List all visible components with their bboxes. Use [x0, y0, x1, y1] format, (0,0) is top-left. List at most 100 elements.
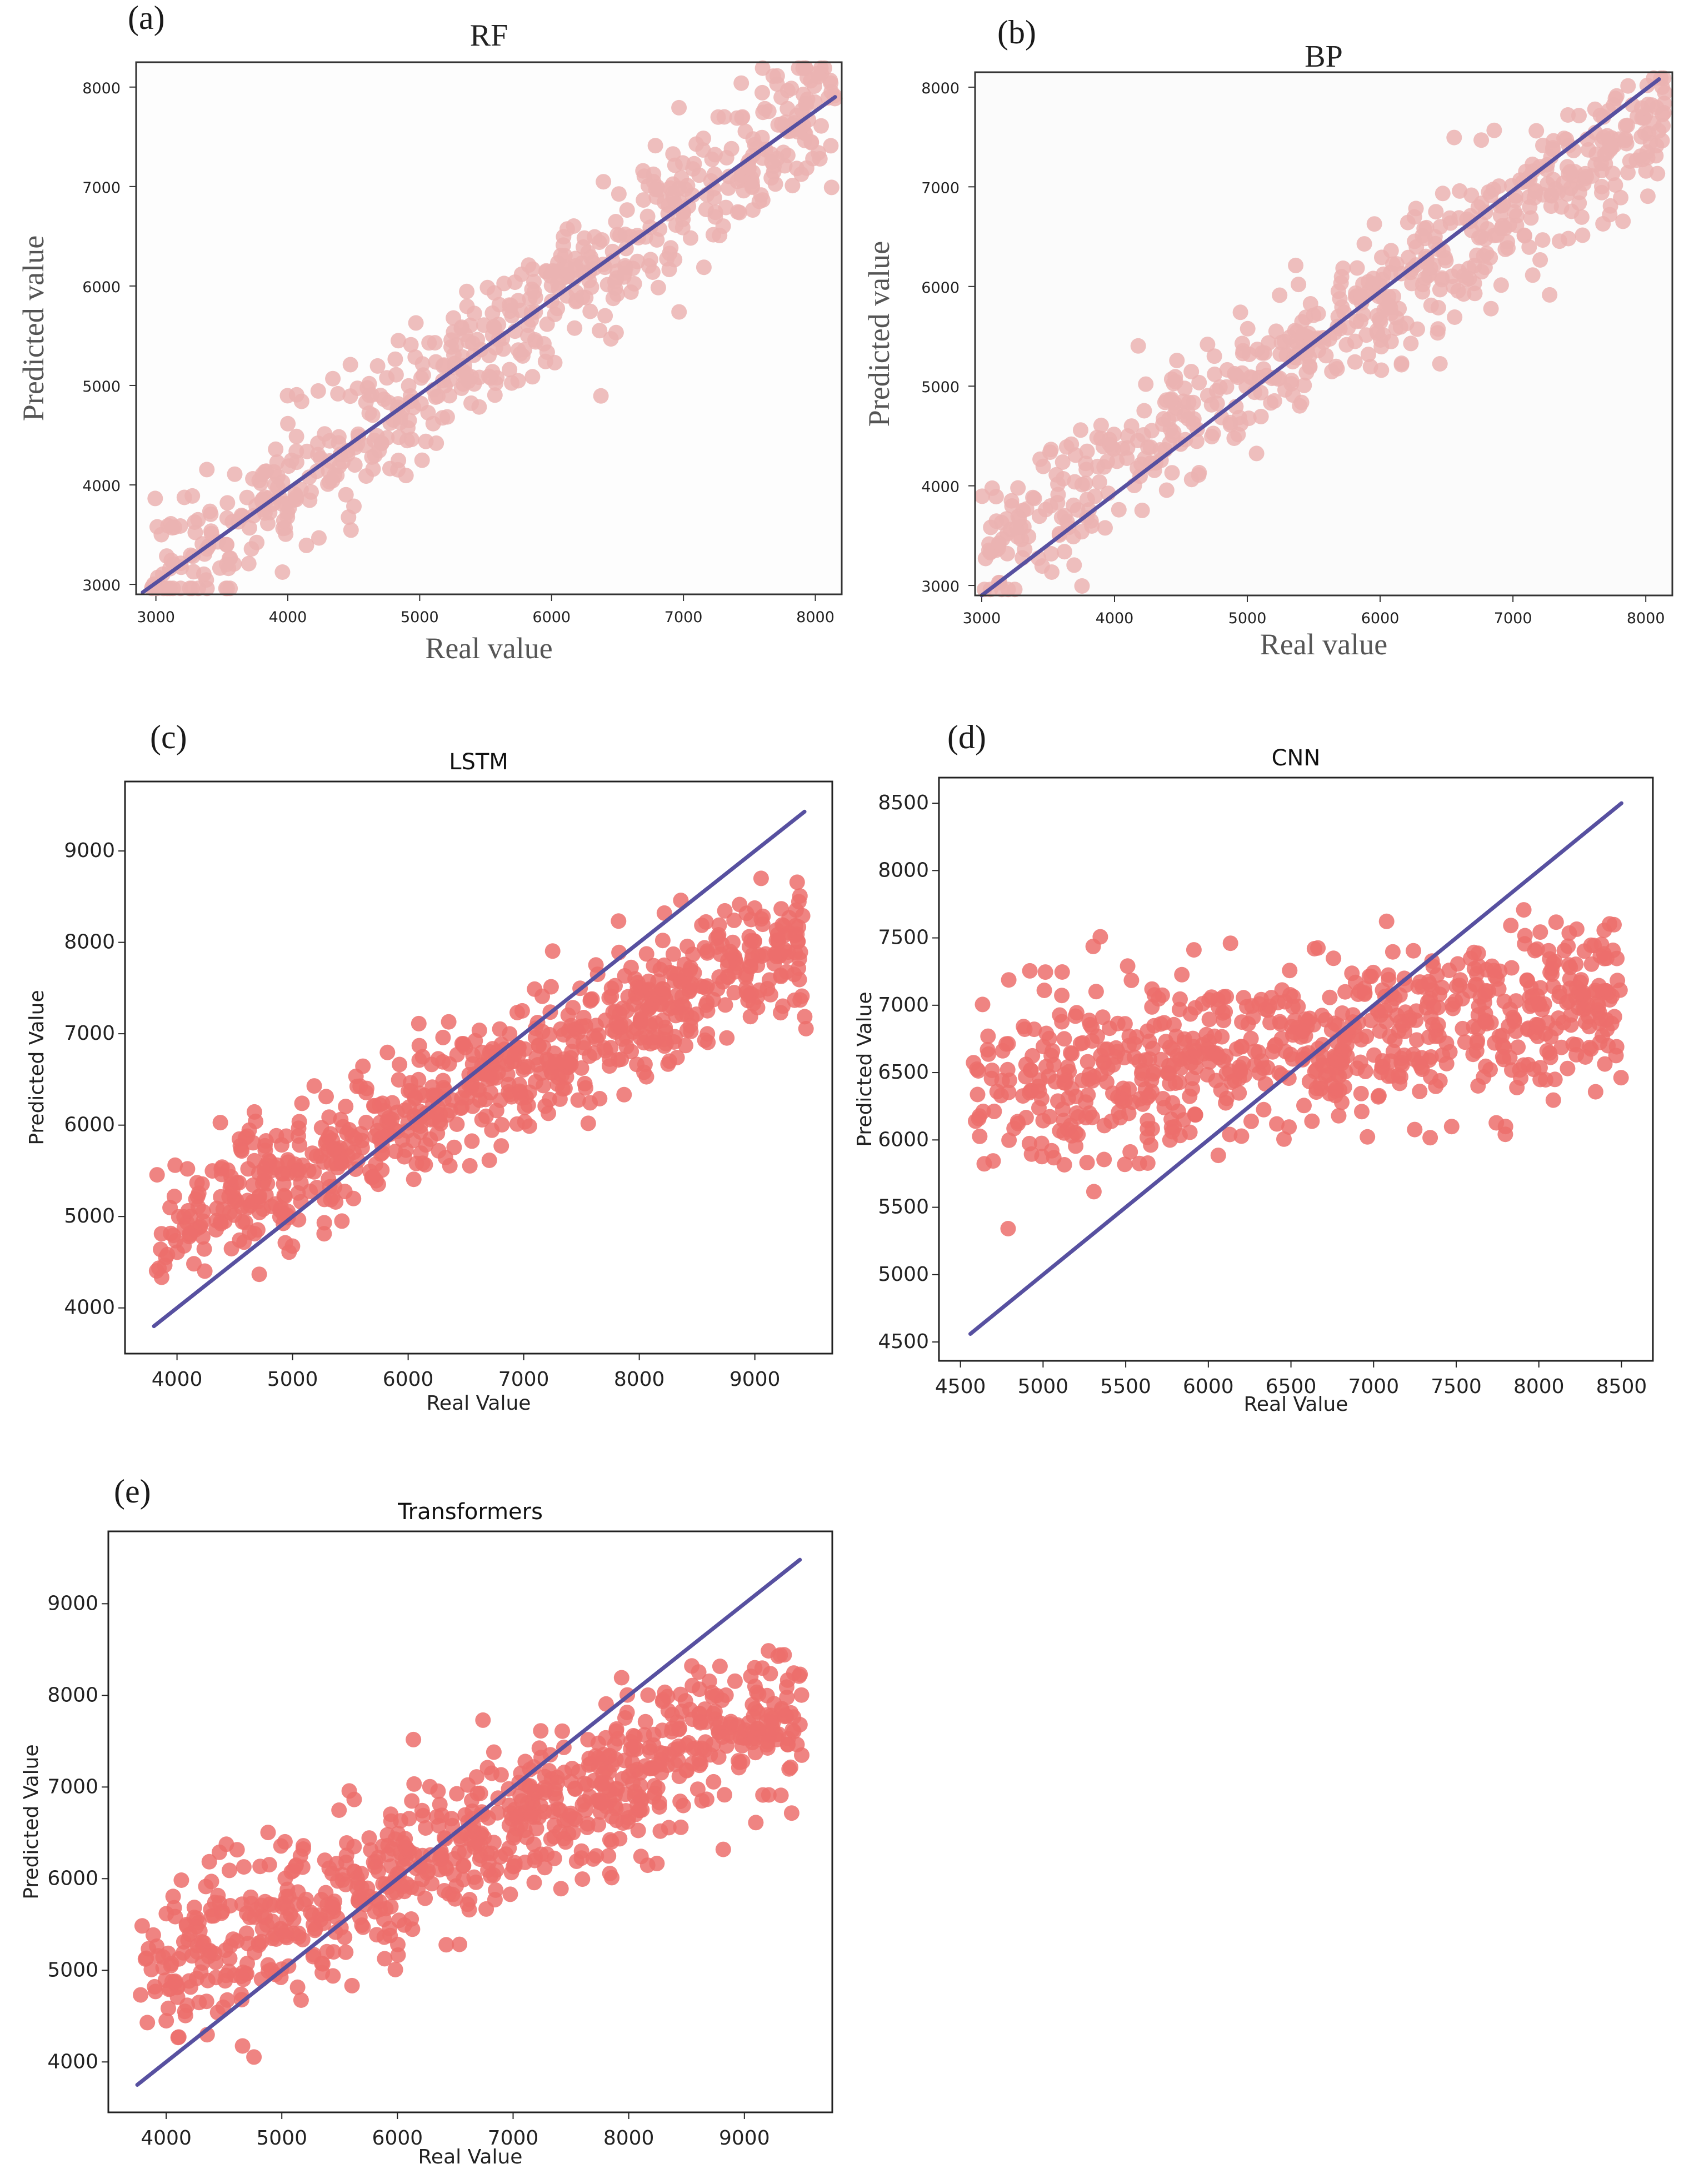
scatter-point	[187, 524, 203, 540]
scatter-point	[342, 357, 358, 373]
scatter-point	[593, 1775, 609, 1791]
scatter-point	[310, 435, 326, 451]
scatter-point	[324, 1132, 341, 1148]
scatter-point	[153, 1241, 169, 1258]
scatter-point	[149, 1167, 165, 1183]
scatter-point	[288, 428, 304, 444]
scatter-point	[1628, 152, 1645, 168]
scatter-point	[662, 1001, 678, 1017]
scatter-point	[1357, 1063, 1373, 1079]
scatter-point	[1165, 428, 1181, 443]
scatter-point	[611, 913, 627, 929]
scatter-point	[1542, 287, 1558, 303]
scatter-point	[698, 914, 714, 930]
scatter-point	[615, 1815, 631, 1831]
scatter-point	[564, 1044, 580, 1060]
scatter-point	[397, 1831, 413, 1847]
scatter-point	[985, 1153, 1001, 1169]
y-tick-label: 9000	[47, 1592, 98, 1615]
scatter-point	[688, 1740, 704, 1756]
scatter-point	[1383, 333, 1399, 349]
scatter-point	[616, 1086, 632, 1103]
scatter-point	[574, 1871, 591, 1887]
scatter-point	[1080, 1054, 1096, 1070]
scatter-point	[411, 1015, 427, 1031]
scatter-point	[252, 1188, 268, 1204]
scatter-point	[662, 180, 678, 196]
scatter-point	[330, 1873, 346, 1889]
scatter-point	[1161, 412, 1177, 428]
scatter-point	[462, 1892, 478, 1907]
scatter-point	[1428, 204, 1444, 220]
scatter-point	[399, 433, 415, 449]
scatter-point	[1111, 502, 1127, 518]
scatter-point	[218, 580, 234, 597]
scatter-point	[618, 260, 634, 276]
scatter-point	[404, 1793, 420, 1809]
scatter-point	[1291, 277, 1307, 293]
scatter-point	[428, 354, 444, 370]
scatter-point	[172, 518, 188, 534]
scatter-point	[1074, 524, 1090, 540]
scatter-point	[1609, 950, 1625, 966]
scatter-point	[619, 1705, 635, 1720]
scatter-point	[1369, 323, 1385, 339]
scatter-point	[424, 1079, 440, 1095]
scatter-point	[1545, 1092, 1561, 1108]
scatter-point	[1213, 1082, 1229, 1098]
scatter-point	[970, 1063, 986, 1079]
scatter-point	[563, 1056, 579, 1073]
scatter-point	[1451, 263, 1467, 279]
scatter-point	[968, 1113, 983, 1129]
scatter-point	[1468, 1043, 1485, 1059]
scatter-point	[1407, 1121, 1423, 1138]
y-tick-label: 5000	[47, 1958, 98, 1981]
y-tick-label: 6500	[878, 1061, 929, 1084]
scatter-point	[215, 1201, 231, 1218]
scatter-point	[1017, 1021, 1033, 1037]
chart-panel-5: (e) Transformers Real Value Predicted Value…	[20, 1473, 833, 2168]
scatter-point	[716, 109, 732, 125]
scatter-point	[693, 1756, 709, 1772]
scatter-point	[1641, 126, 1657, 142]
scatter-point	[717, 903, 733, 919]
scatter-point	[1086, 1184, 1102, 1200]
scatter-point	[1091, 474, 1107, 490]
scatter-point	[1079, 1155, 1095, 1171]
scatter-point	[1256, 1101, 1272, 1118]
scatter-point	[1530, 1017, 1546, 1033]
scatter-point	[260, 1825, 276, 1841]
scatter-point	[1031, 1100, 1047, 1116]
scatter-point	[1055, 454, 1071, 470]
scatter-point	[1331, 1108, 1347, 1124]
scatter-point	[1035, 458, 1051, 474]
scatter-point	[377, 1951, 393, 1967]
y-tick-label: 8000	[82, 80, 121, 97]
scatter-point	[211, 1844, 227, 1860]
scatter-point	[1421, 1029, 1437, 1045]
x-tick-label: 7000	[498, 1368, 549, 1391]
scatter-point	[705, 991, 721, 1008]
scatter-point	[1471, 998, 1487, 1014]
scatter-point	[182, 1926, 198, 1942]
scatter-point	[565, 1000, 581, 1016]
scatter-point	[161, 2000, 176, 2016]
scatter-point	[1268, 1036, 1284, 1053]
scatter-point	[1376, 302, 1392, 318]
scatter-point	[1347, 333, 1363, 349]
scatter-point	[536, 336, 552, 352]
scatter-point	[1294, 314, 1310, 330]
scatter-point	[1285, 387, 1301, 403]
scatter-point	[1423, 1069, 1439, 1085]
scatter-point	[603, 988, 619, 1004]
scatter-point	[279, 1900, 295, 1916]
scatter-point	[1607, 177, 1623, 193]
scatter-point	[226, 556, 242, 572]
scatter-point	[588, 1848, 604, 1864]
scatter-point	[1613, 1070, 1629, 1086]
scatter-point	[432, 1796, 448, 1812]
scatter-point	[1332, 291, 1348, 307]
scatter-point	[145, 1927, 161, 1943]
scatter-point	[404, 1921, 421, 1937]
scatter-point	[728, 955, 744, 971]
